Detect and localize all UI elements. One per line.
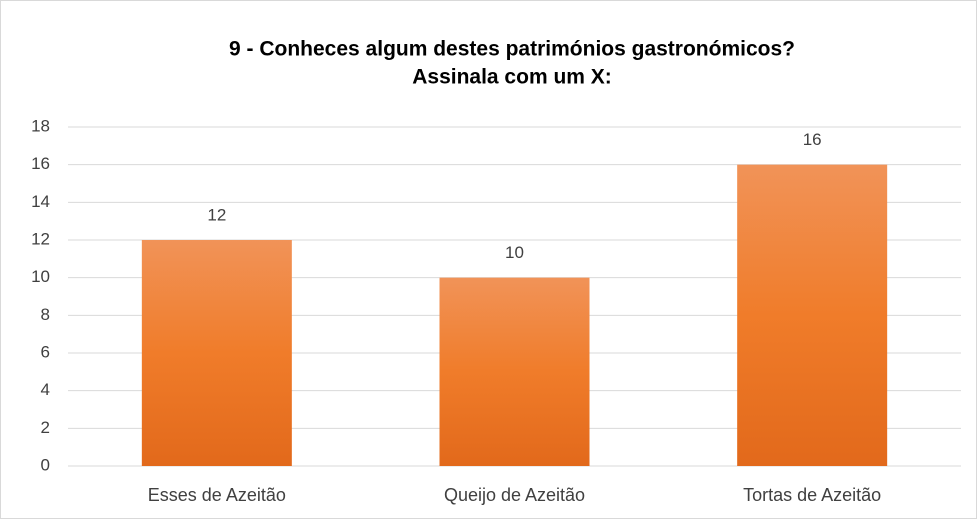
data-label: 12	[207, 205, 226, 224]
y-tick-label: 14	[31, 192, 50, 211]
y-tick-label: 8	[41, 305, 50, 324]
y-tick-label: 2	[41, 418, 50, 437]
chart-title: Assinala com um X:	[412, 66, 612, 89]
y-tick-label: 0	[41, 455, 50, 474]
y-tick-label: 16	[31, 154, 50, 173]
x-tick-label: Tortas de Azeitão	[743, 485, 881, 505]
x-tick-label: Esses de Azeitão	[148, 485, 286, 505]
y-tick-label: 18	[31, 116, 50, 135]
bar	[141, 240, 292, 466]
bar	[439, 277, 590, 466]
chart-title: 9 - Conheces algum destes patrimónios ga…	[229, 38, 795, 61]
data-label: 10	[505, 243, 524, 262]
bar	[737, 164, 888, 466]
data-label: 16	[803, 130, 822, 149]
y-tick-label: 6	[41, 342, 50, 361]
x-tick-label: Queijo de Azeitão	[444, 485, 585, 505]
y-tick-label: 10	[31, 267, 50, 286]
y-tick-label: 4	[41, 380, 50, 399]
y-tick-label: 12	[31, 229, 50, 248]
